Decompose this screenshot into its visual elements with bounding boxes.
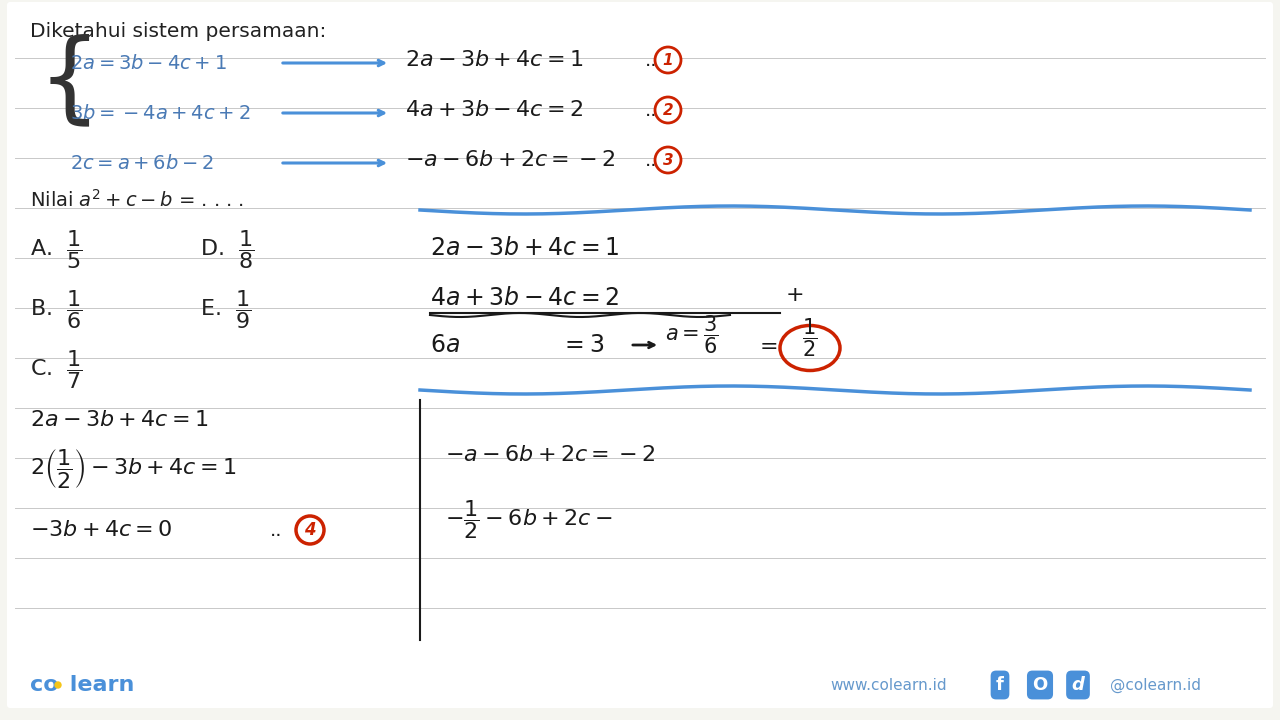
Text: co: co — [29, 675, 59, 695]
Text: O: O — [1033, 676, 1047, 694]
Text: $-a - 6b + 2c = -2$: $-a - 6b + 2c = -2$ — [445, 445, 655, 465]
Text: d: d — [1071, 676, 1084, 694]
Circle shape — [296, 516, 324, 544]
Circle shape — [655, 147, 681, 173]
Text: Nilai $a^2 + c - b$ = . . . .: Nilai $a^2 + c - b$ = . . . . — [29, 189, 244, 211]
Text: $2a - 3b + 4c = 1$: $2a - 3b + 4c = 1$ — [430, 236, 620, 260]
Circle shape — [655, 47, 681, 73]
Text: $4a + 3b - 4c = 2$: $4a + 3b - 4c = 2$ — [404, 100, 584, 120]
Text: ..: .. — [270, 521, 283, 539]
Circle shape — [655, 97, 681, 123]
Text: $-a - 6b + 2c = -2$: $-a - 6b + 2c = -2$ — [404, 150, 616, 170]
Text: $-3b + 4c = 0$: $-3b + 4c = 0$ — [29, 520, 173, 540]
Text: $3b = -4a + 4c + 2$: $3b = -4a + 4c + 2$ — [70, 104, 251, 122]
Text: $+$: $+$ — [785, 285, 804, 305]
Text: B.  $\dfrac{1}{6}$: B. $\dfrac{1}{6}$ — [29, 289, 83, 331]
Text: A.  $\dfrac{1}{5}$: A. $\dfrac{1}{5}$ — [29, 228, 83, 271]
Text: $-\dfrac{1}{2} - 6b + 2c -$: $-\dfrac{1}{2} - 6b + 2c -$ — [445, 498, 613, 541]
Text: $2a = 3b - 4c + 1$: $2a = 3b - 4c + 1$ — [70, 53, 227, 73]
Text: $6a$: $6a$ — [430, 333, 460, 357]
Text: learn: learn — [61, 675, 134, 695]
Text: $\dfrac{1}{2}$: $\dfrac{1}{2}$ — [803, 317, 818, 359]
Text: @colearn.id: @colearn.id — [1110, 678, 1201, 693]
Text: $a = \dfrac{3}{6}$: $a = \dfrac{3}{6}$ — [666, 314, 718, 356]
Text: 3: 3 — [663, 153, 673, 168]
Text: $2\left(\dfrac{1}{2}\right) - 3b + 4c = 1$: $2\left(\dfrac{1}{2}\right) - 3b + 4c = … — [29, 446, 237, 490]
Text: ..: .. — [645, 150, 658, 169]
Text: Diketahui sistem persamaan:: Diketahui sistem persamaan: — [29, 22, 326, 41]
Text: ..: .. — [645, 101, 658, 120]
Text: $=$: $=$ — [755, 335, 777, 355]
Text: E.  $\dfrac{1}{9}$: E. $\dfrac{1}{9}$ — [200, 289, 251, 331]
Text: $4a + 3b - 4c = 2$: $4a + 3b - 4c = 2$ — [430, 286, 620, 310]
FancyBboxPatch shape — [6, 2, 1274, 708]
Text: f: f — [996, 676, 1004, 694]
Text: $= 3$: $= 3$ — [561, 333, 604, 357]
Text: www.colearn.id: www.colearn.id — [829, 678, 947, 693]
Text: C.  $\dfrac{1}{7}$: C. $\dfrac{1}{7}$ — [29, 348, 83, 392]
Text: $2c = a + 6b - 2$: $2c = a + 6b - 2$ — [70, 153, 214, 173]
Text: $2a - 3b + 4c = 1$: $2a - 3b + 4c = 1$ — [29, 410, 209, 430]
Text: ..: .. — [645, 50, 658, 70]
Text: {: { — [38, 34, 101, 130]
Text: 2: 2 — [663, 102, 673, 117]
Text: 4: 4 — [305, 521, 316, 539]
Text: D.  $\dfrac{1}{8}$: D. $\dfrac{1}{8}$ — [200, 228, 255, 271]
Text: $2a - 3b + 4c = 1$: $2a - 3b + 4c = 1$ — [404, 50, 584, 70]
Circle shape — [55, 682, 61, 688]
Text: 1: 1 — [663, 53, 673, 68]
